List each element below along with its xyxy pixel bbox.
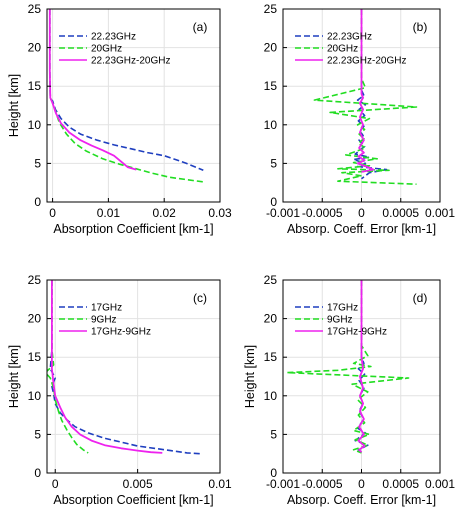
axes-frame [46, 279, 221, 474]
x-axis-label: Absorp. Coeff. Error [km-1] [287, 493, 436, 507]
y-tick-label: 20 [264, 41, 278, 55]
x-tick-label: 0.0005 [382, 206, 419, 220]
y-axis-label: Height [km] [7, 74, 21, 137]
y-tick-label: 0 [34, 195, 41, 209]
x-tick-label: -0.001 [266, 206, 300, 220]
y-tick-label: 15 [28, 350, 42, 364]
y-tick-label: 25 [28, 2, 42, 16]
x-tick-label: 0 [358, 206, 365, 220]
y-tick-label: 25 [264, 273, 278, 287]
legend-entry: 17GHz-9GHz [327, 327, 387, 338]
series-line-17ghz-9ghz [357, 280, 366, 453]
series-line-9ghz [286, 280, 410, 454]
y-tick-label: 20 [28, 312, 42, 326]
x-tick-label: 0.001 [425, 477, 455, 491]
x-tick-label: 0.01 [97, 206, 121, 220]
x-tick-label: -0.001 [266, 477, 300, 491]
series-line-22-23ghz-20ghz [356, 9, 375, 173]
legend-entry: 17GHz [91, 303, 122, 314]
y-tick-label: 10 [264, 118, 278, 132]
legend-entry: 20GHz [327, 44, 358, 55]
legend-entry: 22.23GHz-20GHz [327, 56, 406, 67]
legend-entry: 17GHz-9GHz [91, 327, 151, 338]
panel-a: 0 0.01 0.02 0.03 0 5 10 15 20 25 Absorption Coeffi… [7, 2, 232, 236]
series-group [48, 9, 204, 183]
y-tick-label: 0 [270, 466, 277, 480]
series-line-20ghz [313, 9, 418, 185]
x-axis-label: Absorption Coefficient [km-1] [53, 222, 213, 236]
x-axis-label: Absorption Coefficient [km-1] [53, 493, 213, 507]
legend-entry: 20GHz [91, 44, 122, 55]
plot-background [47, 9, 220, 202]
legend-entry: 9GHz [91, 315, 117, 326]
y-tick-label: 10 [28, 389, 42, 403]
x-tick-label: 0.01 [208, 477, 232, 491]
y-axis-label: Height [km] [243, 345, 257, 408]
legend-entry: 22.23GHz [91, 32, 136, 43]
y-tick-label: 10 [28, 118, 42, 132]
y-tick-label: 15 [264, 79, 278, 93]
x-tick-label: 0.0005 [382, 477, 419, 491]
panel-title: (d) [413, 291, 428, 305]
y-tick-label: 20 [28, 41, 42, 55]
legend-entry: 22.23GHz-20GHz [91, 56, 170, 67]
y-tick-label: 25 [264, 2, 278, 16]
x-tick-label: 0.03 [208, 206, 232, 220]
x-tick-label: 0 [49, 206, 56, 220]
panel-b: -0.001 -0.0005 0 0.0005 0.001 0 5 10 15 20 25 Absor… [264, 2, 456, 236]
y-tick-label: 15 [28, 79, 42, 93]
x-tick-label: 0.001 [425, 206, 455, 220]
y-tick-label: 15 [264, 350, 278, 364]
panel-title: (c) [193, 291, 207, 305]
x-tick-label: 0.02 [153, 206, 177, 220]
y-axis-label: Height [km] [7, 345, 21, 408]
y-tick-label: 5 [270, 156, 277, 170]
y-tick-label: 10 [264, 389, 278, 403]
x-tick-label: 0.005 [123, 477, 153, 491]
x-axis-label: Absorp. Coeff. Error [km-1] [287, 222, 436, 236]
y-tick-label: 0 [270, 195, 277, 209]
y-tick-label: 20 [264, 312, 278, 326]
legend-entry: 22.23GHz [327, 32, 372, 43]
panel-c: 0 0.005 0.01 0 5 10 15 20 25 Absorption Coefficie… [7, 273, 232, 507]
plot-background [47, 280, 220, 473]
series-line-22-23ghz-20ghz [48, 9, 137, 171]
series-group [286, 280, 410, 454]
legend-entry: 17GHz [327, 303, 358, 314]
y-tick-label: 5 [34, 427, 41, 441]
x-tick-label: 0 [358, 477, 365, 491]
series-group [47, 280, 201, 455]
y-tick-label: 5 [34, 156, 41, 170]
series-line-17ghz-9ghz [51, 280, 163, 454]
panel-title: (b) [413, 20, 428, 34]
x-tick-label: -0.0005 [302, 206, 343, 220]
axes-frame [46, 8, 221, 203]
series-group [313, 9, 418, 185]
y-tick-label: 0 [34, 466, 41, 480]
y-tick-label: 25 [28, 273, 42, 287]
panel-d: -0.001 -0.0005 0 0.0005 0.001 0 5 10 15 20 25 Absor… [243, 273, 455, 507]
series-line-22-23ghz [352, 9, 388, 180]
x-tick-label: 0 [52, 477, 59, 491]
legend-entry: 9GHz [327, 315, 353, 326]
panel-title: (a) [193, 20, 208, 34]
y-tick-label: 5 [270, 427, 277, 441]
x-tick-label: -0.0005 [302, 477, 343, 491]
